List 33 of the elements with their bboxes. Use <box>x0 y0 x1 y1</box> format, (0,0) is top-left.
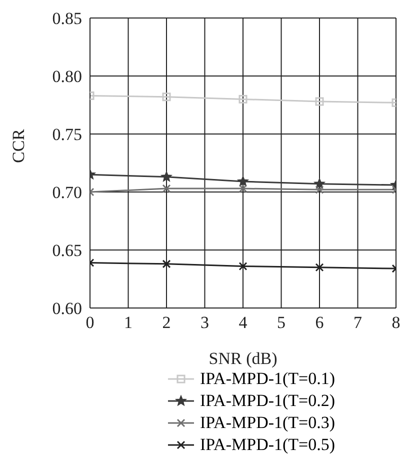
x-tick-label: 4 <box>238 313 248 332</box>
legend-label: IPA-MPD-1(T=0.3) <box>200 413 336 433</box>
x-tick-label: 8 <box>392 313 400 332</box>
legend-label: IPA-MPD-1(T=0.1) <box>200 369 336 389</box>
y-tick-label: 0.70 <box>52 183 82 202</box>
x-axis-title: SNR (dB) <box>208 349 278 368</box>
y-axis-title: CCR <box>9 128 28 163</box>
point <box>238 184 248 193</box>
y-tick-label: 0.85 <box>52 9 82 28</box>
x-tick-label: 1 <box>124 313 132 332</box>
point <box>162 260 171 268</box>
point <box>162 92 171 102</box>
x-tick-label: 3 <box>200 313 209 332</box>
point <box>314 178 325 188</box>
x-tick-label: 0 <box>86 313 94 332</box>
legend-label: IPA-MPD-1(T=0.5) <box>200 435 336 455</box>
point <box>315 185 324 194</box>
y-tick-label: 0.80 <box>52 67 82 86</box>
point <box>238 262 248 270</box>
x-tick-label: 6 <box>315 313 324 332</box>
point <box>315 97 324 106</box>
point <box>162 184 171 193</box>
point <box>315 263 324 272</box>
y-tick-label: 0.60 <box>52 299 82 318</box>
x-tick-label: 5 <box>277 313 286 332</box>
legend-label: IPA-MPD-1(T=0.2) <box>200 391 336 411</box>
x-tick-label: 7 <box>354 313 362 332</box>
point <box>238 176 248 186</box>
y-tick-label: 0.65 <box>52 241 82 260</box>
point <box>238 94 248 104</box>
y-tick-label: 0.75 <box>52 125 82 144</box>
x-tick-label: 2 <box>162 313 171 332</box>
point <box>161 171 172 182</box>
